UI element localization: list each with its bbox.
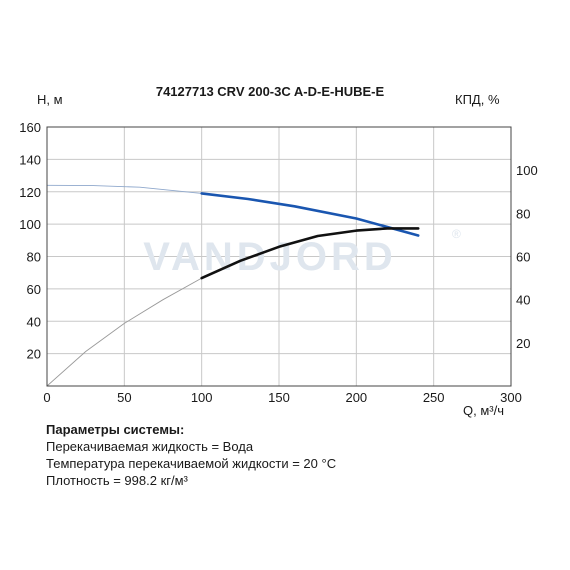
plot-frame: [46, 126, 512, 387]
watermark-text: VANDJORD: [143, 235, 397, 279]
y-left-tick-label: 60: [27, 282, 41, 297]
efficiency-curve: [200, 227, 420, 280]
y-axis-left-label: H, м: [37, 92, 63, 107]
parameter-temperature: Температура перекачиваемой жидкости = 20…: [46, 456, 337, 471]
y-right-tick-label: 80: [516, 206, 530, 221]
y-right-tick-label: 20: [516, 336, 530, 351]
x-tick-label: 150: [268, 390, 290, 405]
x-tick-label: 300: [500, 390, 522, 405]
x-tick-label: 100: [191, 390, 213, 405]
chart-title: 74127713 CRV 200-3C A-D-E-HUBE-E: [156, 84, 385, 99]
y-axis-right-label: КПД, %: [455, 92, 500, 107]
head-curve: [200, 192, 420, 237]
x-axis-label: Q, м³/ч: [463, 403, 504, 418]
head-curve-extrapolated: [46, 184, 202, 194]
y-left-tick-label: 100: [19, 217, 41, 232]
y-left-tick-label: 160: [19, 120, 41, 135]
x-tick-label: 50: [117, 390, 131, 405]
watermark: VANDJORD ®: [143, 227, 461, 279]
y-left-tick-label: 120: [19, 185, 41, 200]
y-left-tick-label: 40: [27, 314, 41, 329]
x-tick-label: 250: [423, 390, 445, 405]
parameter-liquid: Перекачиваемая жидкость = Вода: [46, 439, 254, 454]
tick-labels: 0 50 100 150 200 250 300 20 40 60 80 100 120 140 160 20…: [19, 120, 537, 405]
y-right-tick-label: 40: [516, 293, 530, 308]
y-left-tick-label: 140: [19, 152, 41, 167]
y-left-tick-label: 80: [27, 250, 41, 265]
y-left-tick-label: 20: [27, 347, 41, 362]
efficiency-curve-extrapolated: [46, 277, 202, 387]
parameters-header: Параметры системы:: [46, 422, 185, 437]
series-layer: [46, 184, 420, 387]
plot-border: [46, 126, 512, 387]
y-right-tick-label: 100: [516, 163, 538, 178]
parameter-density: Плотность = 998.2 кг/м³: [46, 473, 188, 488]
system-parameters: Параметры системы: Перекачиваемая жидкос…: [46, 421, 336, 489]
x-tick-label: 0: [43, 390, 50, 405]
x-tick-label: 200: [345, 390, 367, 405]
grid: [47, 127, 511, 386]
pump-curve-chart: 74127713 CRV 200-3C A-D-E-HUBE-E H, м КП…: [19, 84, 537, 418]
y-right-tick-label: 60: [516, 250, 530, 265]
watermark-registered-mark: ®: [452, 227, 461, 241]
